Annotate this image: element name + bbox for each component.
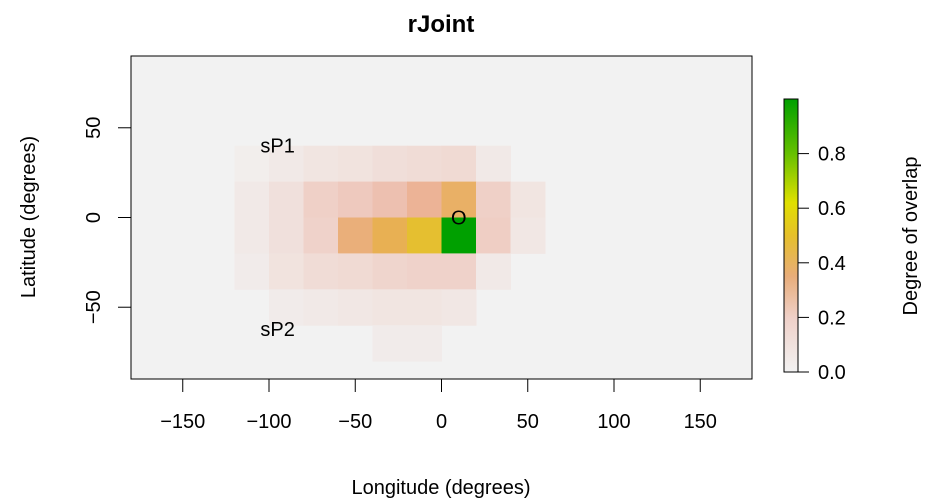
x-tick-label: −100	[246, 411, 291, 433]
heatmap-cell	[372, 289, 408, 326]
heatmap-cell	[407, 289, 442, 326]
heatmap-cell	[338, 145, 373, 183]
y-axis-title: Latitude (degrees)	[18, 136, 40, 298]
heatmap-cell	[303, 181, 339, 218]
heatmap-cell	[407, 145, 442, 183]
x-tick-label: 0	[436, 411, 447, 433]
heatmap-cell	[338, 289, 373, 326]
colorbar-title: Degree of overlap	[900, 157, 922, 316]
heatmap-cell	[476, 217, 511, 254]
heatmap-cell	[372, 181, 408, 218]
colorbar-tick-label: 0.2	[818, 307, 846, 329]
y-axis: −50 0 50	[83, 117, 132, 324]
colorbar-tick-label: 0.4	[818, 253, 846, 275]
heatmap-cell	[407, 217, 442, 254]
heatmap-cell	[407, 253, 442, 290]
colorbar: 0.0 0.2 0.4 0.6 0.8 Degree of overlap	[783, 98, 922, 384]
colorbar-tick-label: 0.0	[818, 362, 846, 384]
heatmap-cell	[269, 253, 304, 290]
heatmap-cell	[441, 289, 477, 326]
heatmap-cell	[407, 181, 442, 218]
heatmap-cell	[269, 217, 304, 254]
heatmap-cell	[510, 181, 546, 218]
annotations: sP1 sP2 O	[260, 136, 466, 341]
x-tick-label: 150	[684, 411, 717, 433]
colorbar-gradient	[783, 98, 799, 373]
heatmap-cell	[476, 181, 511, 218]
annotation-label: O	[451, 208, 467, 230]
x-axis: −150 −100 −50 0 50 100 150	[160, 378, 717, 433]
heatmap-cell	[234, 145, 270, 183]
colorbar-tick-label: 0.6	[818, 198, 846, 220]
heatmap-cells	[234, 145, 546, 362]
x-tick-label: −50	[338, 411, 372, 433]
heatmap-cell	[303, 253, 339, 290]
heatmap-cell	[269, 289, 304, 326]
y-tick-label: −50	[83, 290, 105, 324]
x-tick-label: −150	[160, 411, 205, 433]
y-tick-label: 50	[83, 117, 105, 139]
heatmap-cell	[234, 253, 270, 290]
x-tick-label: 50	[517, 411, 539, 433]
heatmap-cell	[338, 181, 373, 218]
heatmap-cell	[407, 325, 442, 362]
heatmap-cell	[476, 253, 511, 290]
heatmap-cell	[510, 217, 546, 254]
heatmap-cell	[338, 253, 373, 290]
heatmap-cell	[338, 217, 373, 254]
heatmap-cell	[269, 181, 304, 218]
heatmap-cell	[234, 217, 270, 254]
heatmap-cell	[303, 289, 339, 326]
heatmap-cell	[441, 145, 477, 183]
heatmap-cell	[372, 217, 408, 254]
annotation-label: sP2	[260, 319, 294, 341]
y-tick-label: 0	[83, 212, 105, 223]
colorbar-tick-label: 0.8	[818, 144, 846, 166]
heatmap-cell	[441, 181, 477, 218]
heatmap-cell	[269, 145, 304, 183]
heatmap-cell	[234, 181, 270, 218]
heatmap-cell	[441, 217, 477, 254]
heatmap-cell	[372, 325, 408, 362]
heatmap-cell	[372, 253, 408, 290]
annotation-label: sP1	[260, 136, 294, 158]
heatmap-cell	[303, 145, 339, 183]
heatmap-cell	[372, 145, 408, 183]
chart-title: rJoint	[408, 11, 475, 38]
heatmap-cell	[441, 253, 477, 290]
plot-area: sP1 sP2 O	[130, 55, 753, 380]
x-tick-label: 100	[597, 411, 630, 433]
x-axis-title: Longitude (degrees)	[351, 477, 530, 499]
heatmap-cell	[303, 217, 339, 254]
heatmap-cell	[476, 145, 511, 183]
colorbar-ticks: 0.0 0.2 0.4 0.6 0.8	[798, 144, 846, 384]
